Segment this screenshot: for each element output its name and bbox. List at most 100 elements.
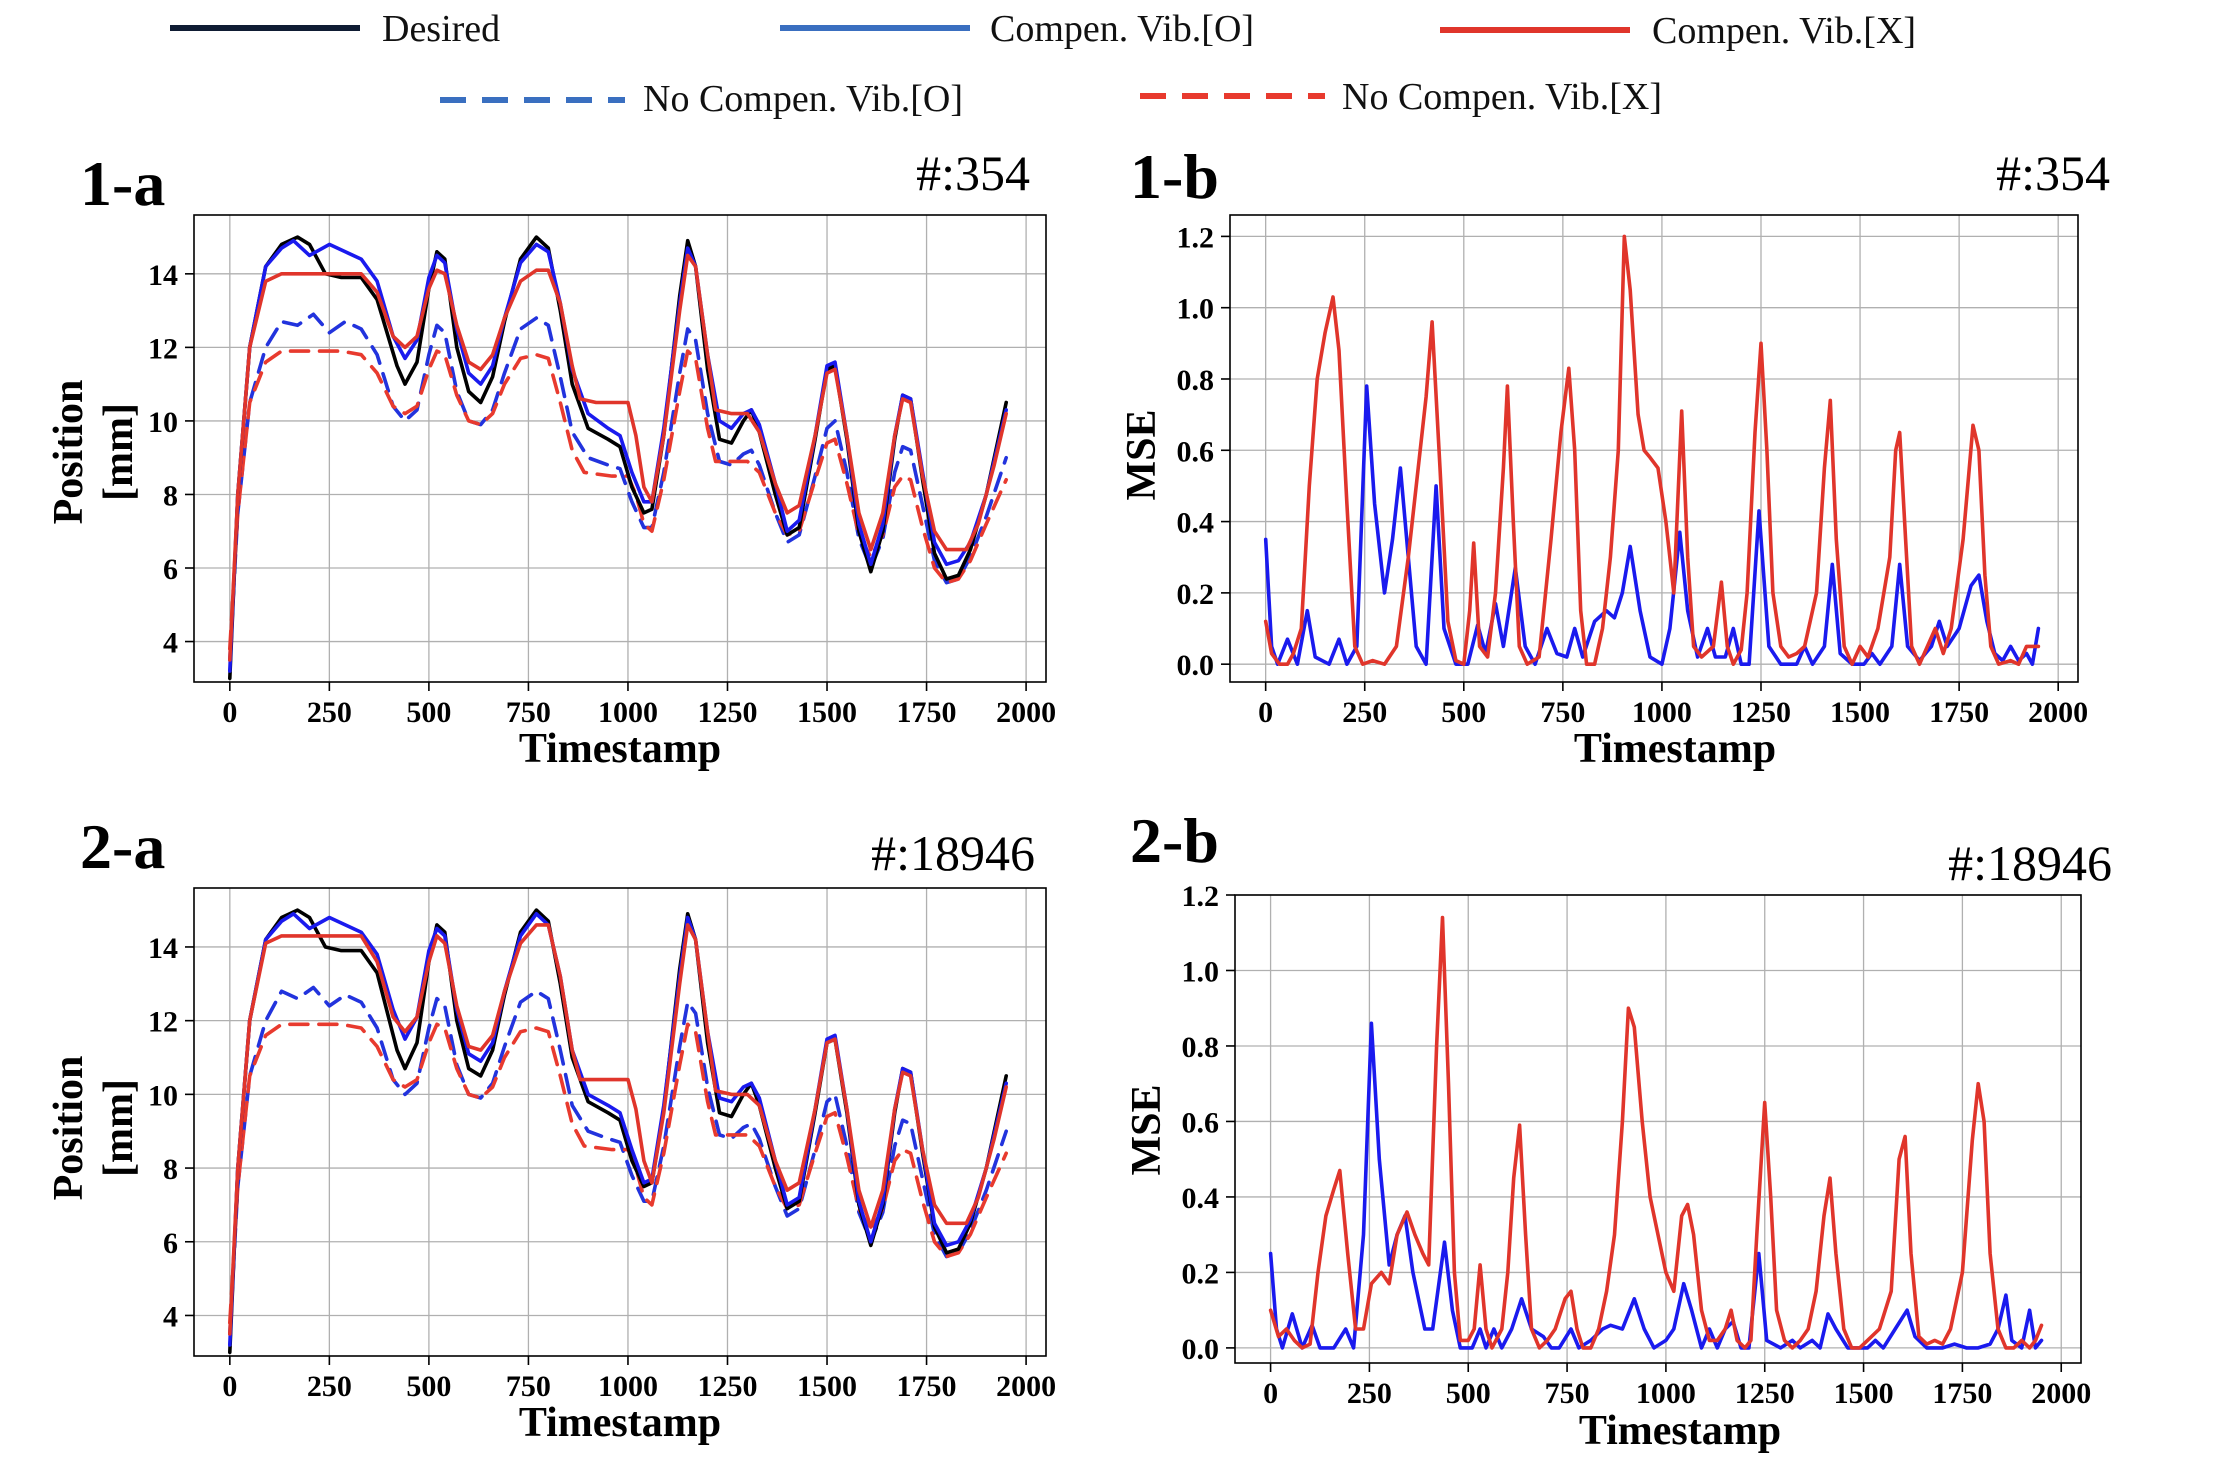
x-tick-label: 1500	[797, 1370, 857, 1403]
x-tick-label: 0	[222, 696, 237, 729]
panel-label-1a: 1-a	[80, 148, 165, 219]
x-tick-label: 750	[1545, 1377, 1590, 1410]
panel-2a: 2-a #:18946 0 250 500 750 1000 1250 1500 1750 20…	[46, 811, 1056, 1446]
x-tick-label: 500	[1446, 1377, 1491, 1410]
x-tick-label: 500	[406, 1370, 451, 1403]
y-tick-label: 1.2	[1182, 880, 1220, 913]
panel-label-2a: 2-a	[80, 811, 165, 882]
y-tick-label: 1.0	[1177, 293, 1215, 326]
y-tick-label: 0.8	[1177, 364, 1215, 397]
panel-label-1b: 1-b	[1130, 141, 1219, 212]
plot-area-1b: 0 250 500 750 1000 1250 1500 1750 2000 0.0 0.2 0.4 0…	[1177, 214, 2088, 729]
x-tick-label: 1500	[797, 696, 857, 729]
x-axis-title-2a: Timestamp	[519, 1400, 721, 1446]
x-axis-title-1b: Timestamp	[1574, 726, 1776, 772]
x-tick-label: 1750	[897, 1370, 957, 1403]
y-tick-label: 14	[148, 932, 178, 965]
series-compen-vib-o	[228, 912, 1008, 1347]
sample-id-2a: #:18946	[871, 825, 1035, 881]
series-no-compen-vib-x	[228, 349, 1008, 651]
y-tick-label: 6	[163, 1227, 178, 1260]
plot-frame	[193, 887, 1047, 1357]
y-tick-label: 1.0	[1182, 955, 1220, 988]
x-tick-label: 1000	[1636, 1377, 1696, 1410]
x-tick-label: 1250	[697, 1370, 757, 1403]
y-tick-label: 0.0	[1177, 649, 1215, 682]
y-axis-title-2a: Position	[46, 1056, 92, 1201]
y-tick-label: 12	[148, 1006, 178, 1039]
x-tick-label: 250	[1342, 696, 1387, 729]
plot-area-2b: 0 250 500 750 1000 1250 1500 1750 2000 0.0 0.2 0.4 0…	[1182, 880, 2092, 1410]
y-tick-label: 10	[148, 406, 178, 439]
x-tick-label: 1750	[1929, 696, 1989, 729]
series-compen-vib-x	[1268, 915, 2044, 1350]
x-tick-label: 250	[307, 696, 352, 729]
y-axis-unit-1a: [mm]	[96, 403, 142, 501]
y-tick-label: 0.4	[1177, 507, 1215, 540]
sample-id-1a: #:354	[916, 145, 1030, 201]
plot-frame	[1229, 214, 2079, 683]
x-tick-label: 2000	[996, 1370, 1056, 1403]
y-tick-label: 0.6	[1177, 435, 1215, 468]
y-axis-title-2b: MSE	[1124, 1084, 1170, 1175]
y-tick-label: 0.8	[1182, 1031, 1220, 1064]
series-compen-vib-o	[1268, 1021, 2044, 1350]
y-axis-title-1a: Position	[46, 380, 92, 525]
x-axis-title-2b: Timestamp	[1579, 1408, 1781, 1454]
legend: Desired Compen. Vib.[O] Compen. Vib.[X] …	[170, 8, 1916, 120]
y-tick-label: 1.2	[1177, 221, 1215, 254]
y-tick-label: 10	[148, 1079, 178, 1112]
panel-2b: 2-b #:18946 0 250 500 750 1000 1250 1500 1750 20…	[1124, 805, 2112, 1454]
y-tick-label: 0.4	[1182, 1182, 1220, 1215]
sample-id-1b: #:354	[1996, 145, 2110, 201]
plot-frame	[193, 214, 1047, 683]
series-compen-vib-x	[1263, 234, 2041, 666]
y-tick-label: 0.0	[1182, 1333, 1220, 1366]
legend-label-compen-vib-x: Compen. Vib.[X]	[1652, 10, 1916, 52]
series-desired	[228, 235, 1008, 681]
x-tick-label: 1250	[697, 696, 757, 729]
x-axis-title-1a: Timestamp	[519, 726, 721, 772]
series-compen-vib-o	[1263, 384, 2041, 666]
plot-area-2a: 0 250 500 750 1000 1250 1500 1750 2000 4 6 8 10 12 14	[148, 887, 1056, 1403]
x-tick-label: 1750	[1932, 1377, 1992, 1410]
series-compen-vib-x	[228, 923, 1008, 1336]
x-tick-label: 1000	[1632, 696, 1692, 729]
series-no-compen-vib-o	[228, 985, 1008, 1336]
x-tick-label: 750	[506, 1370, 551, 1403]
x-tick-label: 1250	[1731, 696, 1791, 729]
x-tick-label: 2000	[2028, 696, 2088, 729]
x-tick-label: 1250	[1735, 1377, 1795, 1410]
legend-label-no-compen-vib-x: No Compen. Vib.[X]	[1342, 76, 1662, 118]
series-compen-vib-o	[228, 238, 1008, 673]
x-tick-label: 1000	[598, 696, 658, 729]
x-tick-label: 2000	[996, 696, 1056, 729]
panel-1a: 1-a #:354 0 250 500 750 1000 1250 1500 1750 2000…	[46, 145, 1056, 772]
y-tick-label: 8	[163, 479, 178, 512]
y-axis-unit-2a: [mm]	[96, 1079, 142, 1177]
y-tick-label: 4	[163, 627, 178, 660]
legend-label-compen-vib-o: Compen. Vib.[O]	[990, 8, 1254, 50]
y-tick-label: 4	[163, 1300, 178, 1333]
x-tick-label: 1500	[1830, 696, 1890, 729]
panel-1b: 1-b #:354 0 250 500 750 1000 1250 1500 1750 2000…	[1119, 141, 2110, 772]
legend-label-desired: Desired	[382, 8, 500, 50]
x-tick-label: 0	[1263, 1377, 1278, 1410]
y-tick-label: 0.6	[1182, 1106, 1220, 1139]
x-tick-label: 0	[222, 1370, 237, 1403]
series-compen-vib-x	[228, 253, 1008, 662]
y-tick-label: 0.2	[1177, 578, 1215, 611]
y-tick-label: 12	[148, 332, 178, 365]
x-tick-label: 250	[1347, 1377, 1392, 1410]
x-tick-label: 1000	[598, 1370, 658, 1403]
sample-id-2b: #:18946	[1948, 835, 2112, 891]
x-tick-label: 2000	[2031, 1377, 2091, 1410]
legend-label-no-compen-vib-o: No Compen. Vib.[O]	[643, 78, 963, 120]
y-axis-title-1b: MSE	[1119, 409, 1165, 500]
x-tick-label: 250	[307, 1370, 352, 1403]
x-tick-label: 750	[1540, 696, 1585, 729]
y-tick-label: 6	[163, 553, 178, 586]
x-tick-label: 500	[1441, 696, 1486, 729]
y-tick-label: 8	[163, 1153, 178, 1186]
x-tick-label: 750	[506, 696, 551, 729]
